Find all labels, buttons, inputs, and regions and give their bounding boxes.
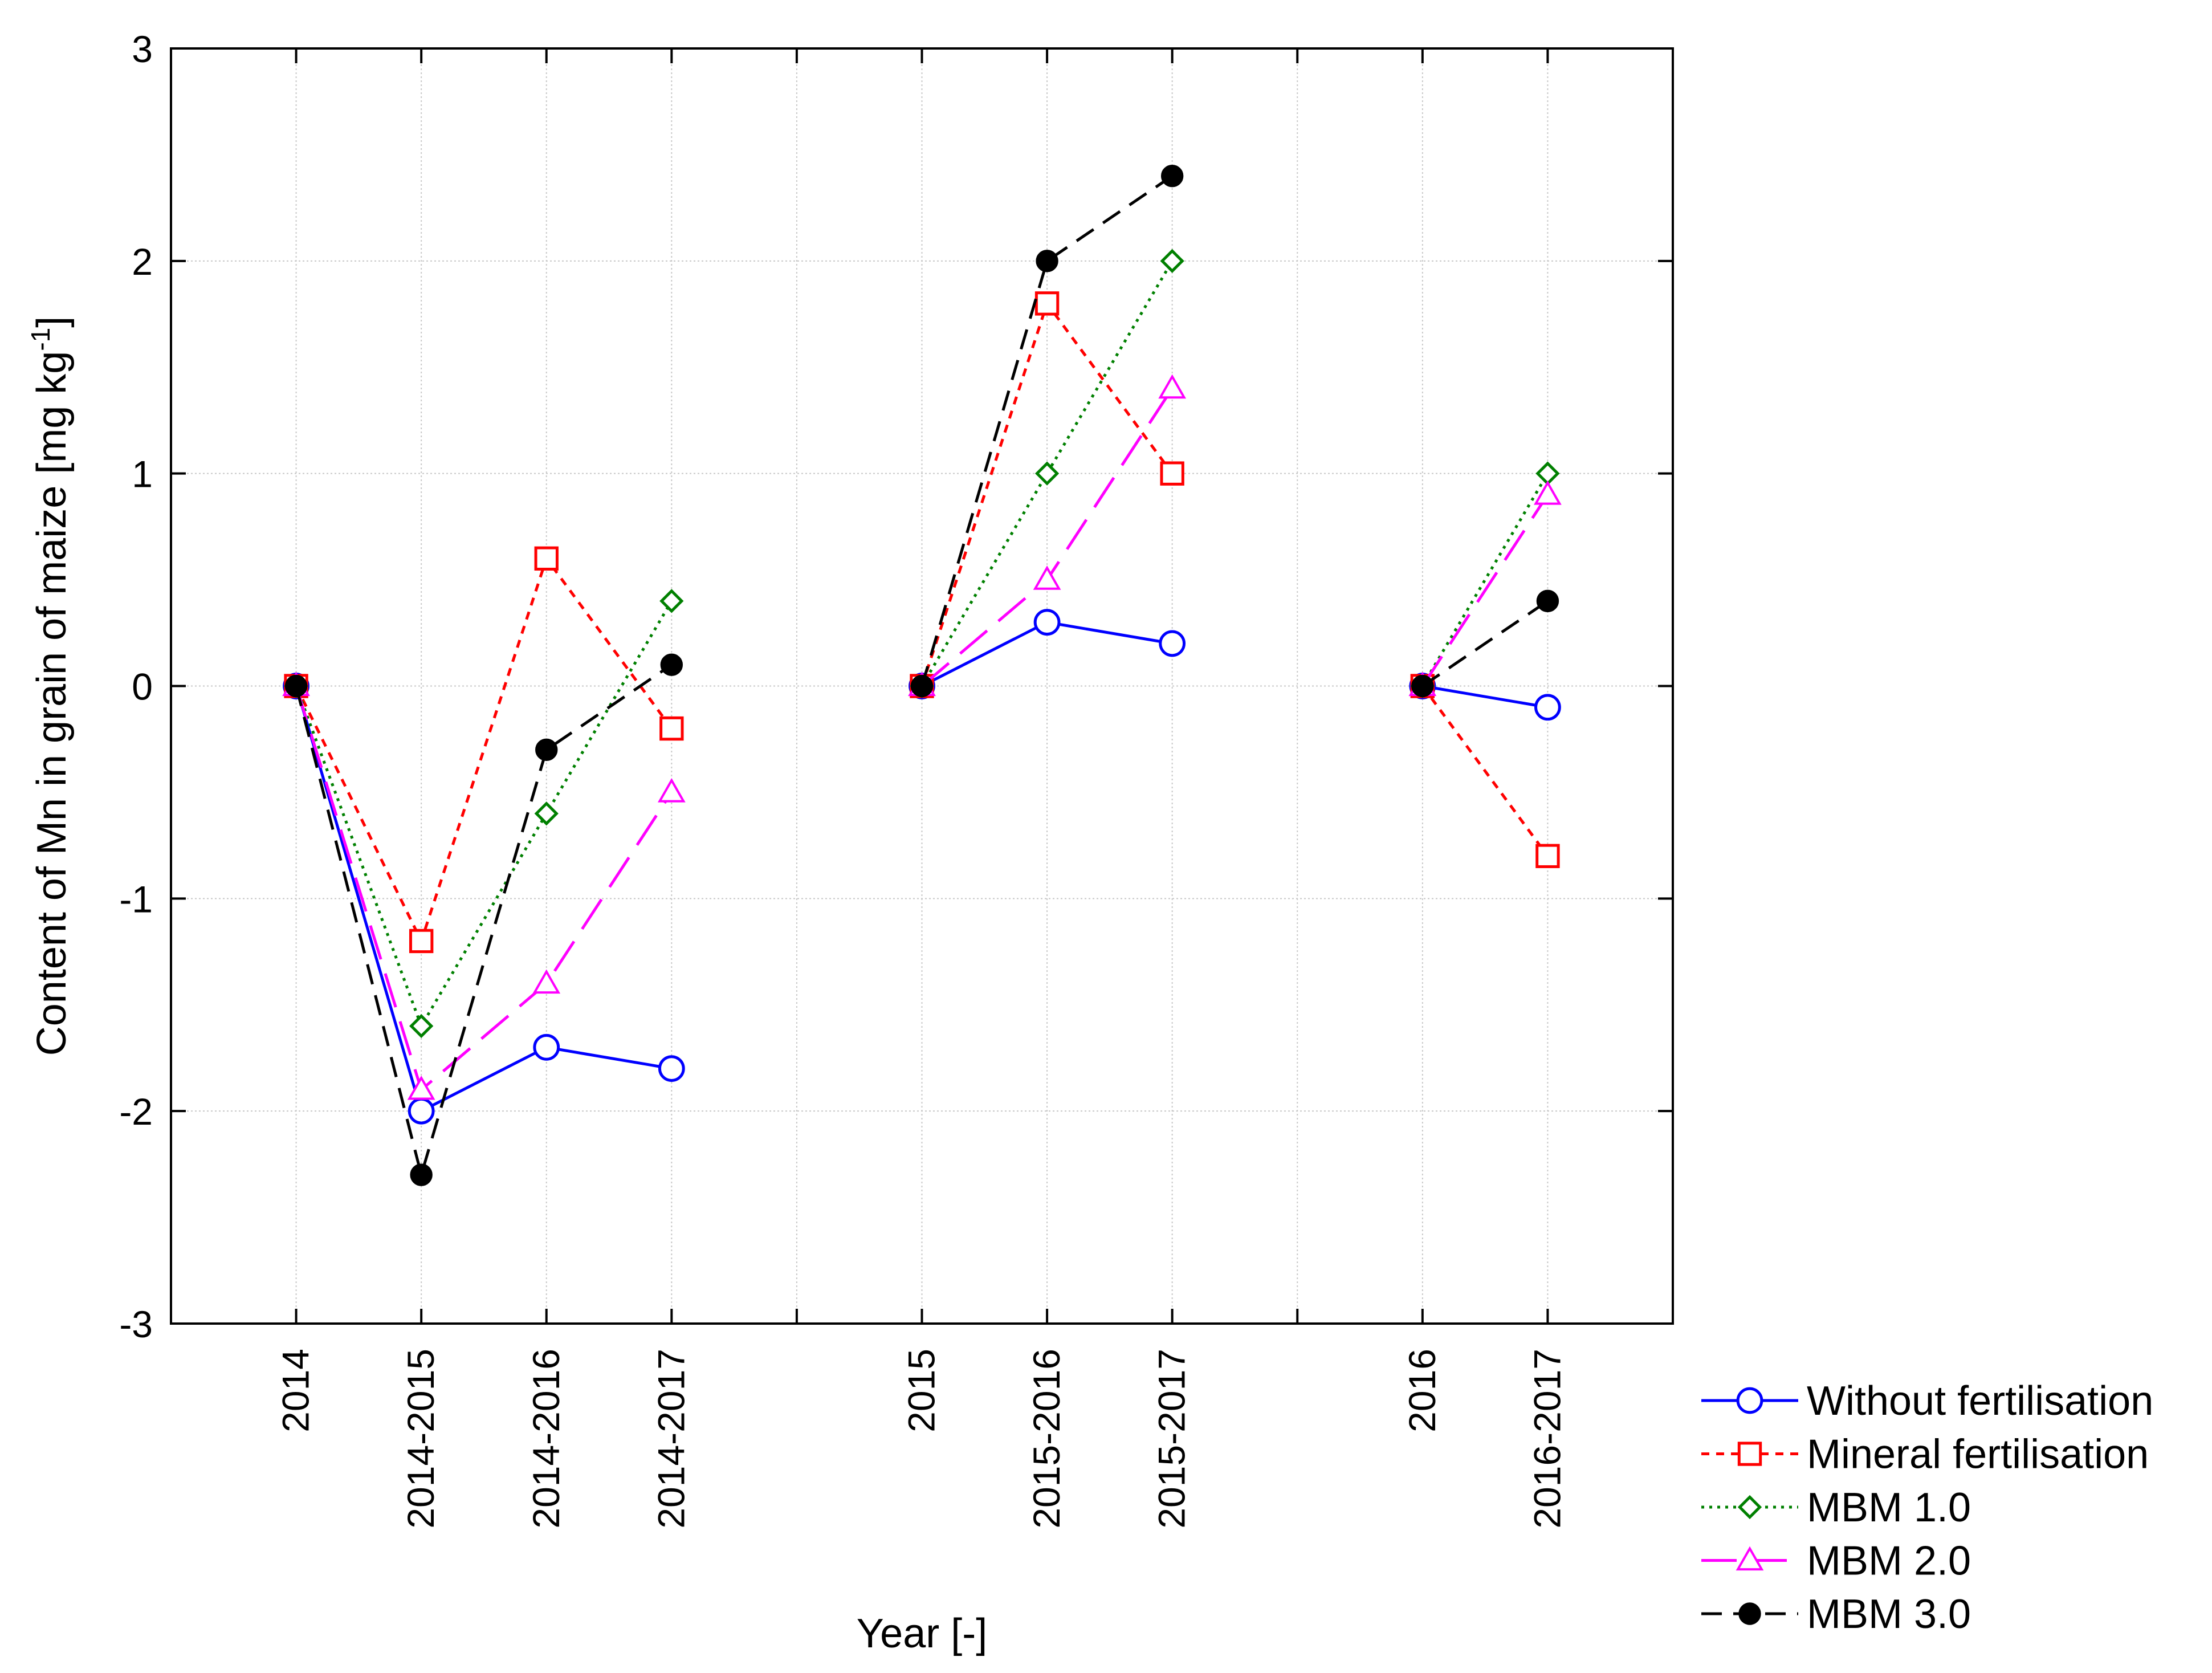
legend-item: MBM 3.0: [1701, 1591, 1971, 1637]
y-tick-label: 1: [132, 453, 153, 495]
series-line: [1421, 685, 1549, 857]
legend-marker: [1737, 1495, 1762, 1520]
data-point: [1534, 481, 1562, 505]
data-point: [410, 1163, 433, 1186]
x-tick-label: 2014: [275, 1349, 317, 1432]
data-point: [1034, 461, 1060, 486]
axis-ticks: [171, 47, 1673, 1325]
y-tick-label: -2: [119, 1090, 153, 1133]
x-tick-labels: 2014 2014-2015 2014-2016 2014-2017 2015 2015-…: [275, 1349, 1569, 1529]
data-point: [659, 589, 684, 613]
legend-item: MBM 1.0: [1701, 1485, 1971, 1530]
legend-label: MBM 1.0: [1807, 1485, 1971, 1530]
data-point: [1534, 694, 1561, 721]
y-tick-label: 0: [132, 666, 153, 708]
data-point: [1159, 630, 1186, 657]
data-point: [1536, 589, 1559, 613]
x-tick-label: 2016-2017: [1526, 1349, 1568, 1529]
legend-item: Without fertilisation: [1701, 1378, 2153, 1424]
y-tick-label: 3: [132, 28, 153, 70]
data-point: [532, 969, 561, 994]
series-line: [1421, 600, 1549, 687]
data-point: [1036, 250, 1058, 272]
data-point: [660, 653, 683, 676]
legend-label: Without fertilisation: [1807, 1378, 2153, 1424]
series-line: [295, 685, 673, 1092]
series-mbm-3-0: [284, 165, 1559, 1186]
legend-marker: [1738, 1602, 1761, 1625]
series-line: [1422, 685, 1548, 709]
x-tick-label: 2015-2016: [1025, 1349, 1068, 1529]
x-tick-label: 2014-2017: [650, 1349, 692, 1529]
data-point: [657, 778, 686, 803]
y-axis-title-bracket: ]: [29, 316, 75, 328]
legend-item: Mineral fertilisation: [1701, 1432, 2149, 1477]
legend-label: Mineral fertilisation: [1807, 1432, 2149, 1477]
data-point: [1160, 461, 1184, 486]
legend-label: MBM 2.0: [1807, 1538, 1971, 1584]
data-point: [409, 1013, 434, 1039]
series-line: [295, 663, 673, 1177]
legend-marker: [1736, 1546, 1764, 1571]
data-point: [1033, 609, 1061, 636]
data-point: [408, 1097, 435, 1125]
y-axis-title-superscript: -1: [26, 328, 55, 351]
data-point: [1160, 249, 1184, 273]
data-point: [533, 1033, 560, 1061]
legend-item: MBM 2.0: [1701, 1538, 1971, 1584]
x-tick-label: 2016: [1401, 1349, 1443, 1432]
data-point: [534, 801, 559, 826]
series-line: [295, 685, 672, 1113]
x-tick-label: 2015-2017: [1151, 1349, 1193, 1529]
y-axis-title: Content of Mn in grain of maize [mg kg-1…: [26, 316, 75, 1056]
y-tick-label: 2: [132, 241, 153, 283]
data-point: [1033, 565, 1061, 590]
x-tick-label: 2014-2016: [525, 1349, 567, 1529]
data-point: [1158, 374, 1187, 399]
data-point: [658, 1055, 685, 1082]
data-point: [284, 674, 308, 698]
series-layer: [282, 165, 1562, 1186]
data-point: [535, 738, 558, 762]
x-tick-label: 2015: [901, 1349, 943, 1432]
legend: Without fertilisation Mineral fertilisati…: [1701, 1378, 2153, 1637]
legend-marker: [1737, 1442, 1762, 1466]
data-point: [1160, 165, 1184, 188]
y-tick-labels: -3 -2 -1 0 1 2 3: [119, 28, 153, 1345]
data-point: [1034, 291, 1060, 316]
data-point: [407, 1075, 435, 1100]
y-tick-label: -1: [119, 878, 153, 920]
data-point: [659, 716, 684, 741]
data-point: [1535, 844, 1560, 868]
y-axis-title-main: Content of Mn in grain of maize [mg kg: [29, 351, 75, 1056]
data-point: [1411, 674, 1434, 698]
data-point: [534, 546, 559, 571]
legend-label: MBM 3.0: [1807, 1591, 1971, 1637]
data-point: [409, 929, 434, 954]
series-line: [1421, 494, 1549, 687]
x-axis-title: Year [-]: [857, 1611, 987, 1656]
legend-marker: [1736, 1387, 1763, 1414]
y-tick-label: -3: [119, 1303, 153, 1345]
series-line: [920, 260, 1174, 687]
series-line: [1421, 473, 1549, 687]
x-tick-label: 2014-2015: [400, 1349, 442, 1529]
series-line: [920, 174, 1174, 687]
series-line: [295, 557, 673, 943]
data-point: [910, 674, 934, 698]
